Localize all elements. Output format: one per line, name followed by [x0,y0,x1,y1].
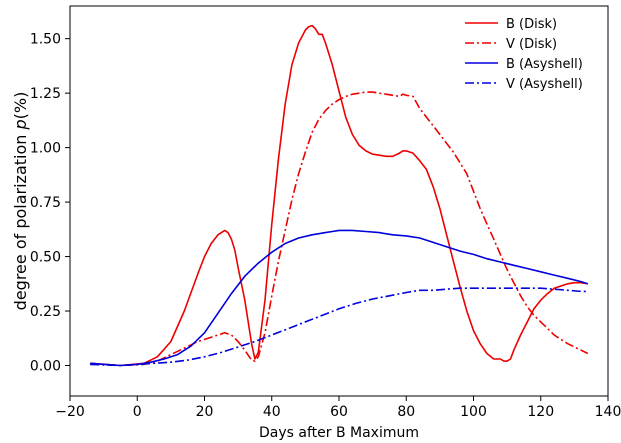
x-tick-label: 120 [527,404,554,420]
x-axis-ticks: −20 0 20 40 60 80 100 120 140 [55,396,621,420]
x-tick-label: 60 [330,404,348,420]
x-tick-label: 20 [196,404,214,420]
series-line-b-asyshell [90,229,589,367]
x-tick-label: 40 [263,404,281,420]
y-axis-label-unit: (%) [11,92,30,120]
y-axis-label-text: degree of polarization [11,130,30,311]
series-line-v-asyshell [90,287,588,367]
legend-label: V (Disk) [506,37,557,52]
y-axis-label-symbol: p [11,119,30,130]
y-axis-label: degree of polarization p(%) [11,92,30,311]
y-tick-label: 0.25 [30,304,61,320]
series-line-b-disk [90,24,588,367]
x-axis-label: Days after B Maximum [259,425,419,441]
x-tick-label: 0 [133,404,142,420]
legend-label: B (Asyshell) [506,57,583,72]
x-tick-label: 100 [460,404,487,420]
y-tick-label: 1.25 [30,86,61,102]
y-tick-label: 0.50 [30,250,61,266]
x-tick-label: 140 [595,404,621,420]
x-tick-label: 80 [397,404,415,420]
y-tick-label: 1.00 [30,141,61,157]
series-lines [90,24,589,367]
legend-label: B (Disk) [506,17,557,32]
y-tick-label: 0.75 [30,195,61,211]
legend-label: V (Asyshell) [506,77,583,92]
y-tick-label: 1.50 [30,32,61,48]
y-axis-ticks: 0.00 0.25 0.50 0.75 1.00 1.25 1.50 [30,32,70,374]
x-tick-label: −20 [55,404,85,420]
y-tick-label: 0.00 [30,358,61,374]
legend: B (Disk) V (Disk) B (Asyshell) V (Asyshell) [465,17,583,92]
series-line-v-disk [90,91,589,367]
